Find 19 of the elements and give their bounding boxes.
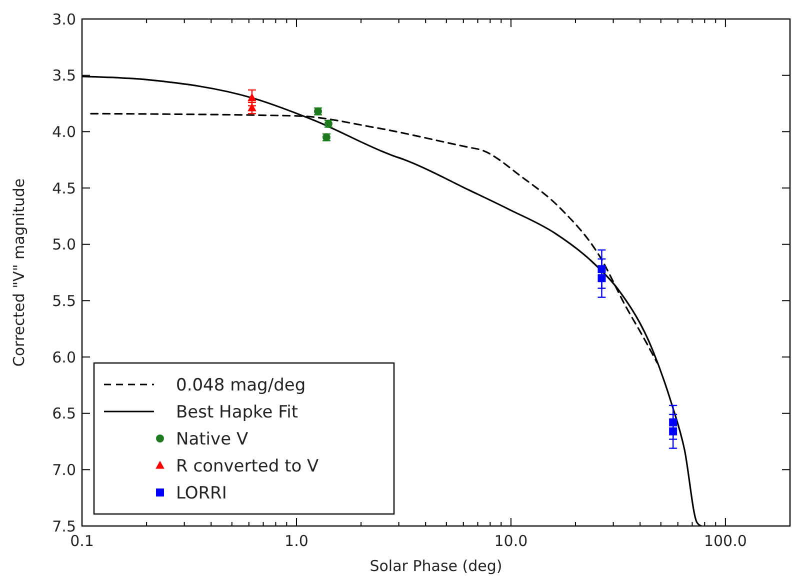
- y-tick-label: 7.0: [52, 460, 76, 479]
- y-tick-label: 3.5: [52, 66, 76, 85]
- x-tick-label: 1.0: [284, 532, 308, 550]
- legend-label: Native V: [176, 429, 248, 450]
- y-tick-label: 6.5: [52, 404, 76, 423]
- y-axis-title: Corrected "V" magnitude: [10, 178, 28, 367]
- x-tick-label: 10.0: [494, 532, 528, 550]
- y-tick-label: 4.5: [52, 179, 76, 198]
- y-tick-label: 4.0: [52, 122, 76, 141]
- x-axis-title: Solar Phase (deg): [370, 557, 502, 575]
- legend-label: 0.048 mag/deg: [176, 375, 306, 396]
- y-tick-label: 5.5: [52, 292, 76, 310]
- legend-label: LORRI: [176, 483, 227, 504]
- y-tick-label: 3.0: [52, 10, 76, 28]
- x-tick-label: 100.0: [704, 532, 747, 550]
- legend-label: R converted to V: [176, 456, 320, 476]
- y-tick-label: 5.0: [52, 236, 76, 254]
- y-tick-label: 6.0: [52, 348, 76, 366]
- legend-label: Best Hapke Fit: [176, 402, 298, 422]
